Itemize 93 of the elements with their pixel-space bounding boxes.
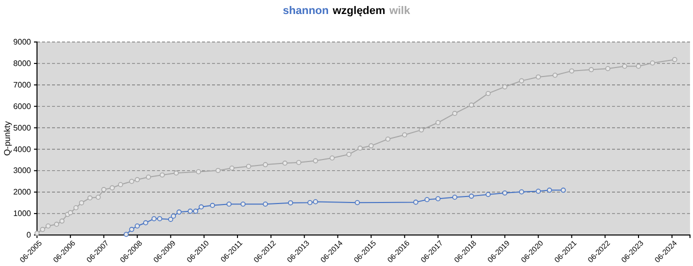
point bbox=[519, 78, 524, 84]
chart-title: względem bbox=[332, 5, 386, 17]
point bbox=[73, 205, 78, 210]
point bbox=[452, 194, 458, 200]
point bbox=[46, 223, 51, 228]
point bbox=[546, 188, 552, 193]
point bbox=[502, 190, 508, 196]
point bbox=[134, 177, 140, 182]
point bbox=[110, 185, 115, 190]
y-tick-label: 1000 bbox=[13, 209, 32, 218]
point bbox=[87, 195, 92, 200]
point bbox=[129, 226, 134, 232]
point bbox=[569, 68, 574, 74]
point bbox=[307, 200, 312, 206]
point bbox=[160, 172, 165, 178]
point bbox=[486, 192, 491, 197]
point bbox=[157, 216, 162, 222]
point bbox=[196, 169, 201, 174]
y-tick-label: 5000 bbox=[13, 123, 32, 132]
point bbox=[246, 164, 252, 169]
point bbox=[174, 170, 179, 176]
point bbox=[368, 143, 374, 148]
point bbox=[502, 84, 508, 90]
point bbox=[188, 208, 193, 214]
point bbox=[588, 67, 594, 72]
y-tick-label: 2000 bbox=[13, 188, 32, 197]
y-axis-title: Q-punkty bbox=[2, 120, 12, 156]
point bbox=[536, 74, 541, 80]
point bbox=[519, 189, 524, 194]
y-tick-label: 3000 bbox=[13, 166, 32, 176]
point bbox=[622, 64, 628, 69]
point bbox=[358, 146, 363, 151]
text: shannon bbox=[282, 5, 330, 17]
point bbox=[402, 132, 408, 138]
point bbox=[216, 168, 221, 173]
point bbox=[68, 210, 73, 216]
point bbox=[210, 202, 215, 208]
point bbox=[282, 160, 288, 166]
point bbox=[672, 57, 678, 62]
point bbox=[436, 196, 441, 202]
point bbox=[34, 230, 40, 236]
y-tick-label: 6000 bbox=[13, 102, 32, 111]
point bbox=[170, 214, 176, 219]
point bbox=[96, 194, 101, 200]
point bbox=[198, 204, 204, 210]
point bbox=[40, 226, 46, 232]
point bbox=[354, 200, 360, 206]
text: wilk bbox=[388, 5, 411, 17]
point bbox=[146, 174, 151, 180]
point bbox=[536, 188, 541, 194]
point bbox=[560, 188, 566, 193]
point bbox=[129, 178, 134, 184]
point bbox=[346, 152, 352, 157]
point bbox=[436, 120, 441, 126]
point bbox=[101, 187, 106, 192]
point bbox=[418, 127, 424, 132]
point bbox=[486, 90, 491, 96]
point bbox=[636, 64, 641, 69]
point bbox=[385, 136, 390, 142]
point bbox=[452, 110, 458, 116]
point bbox=[143, 220, 148, 226]
y-tick-label: 9000 bbox=[13, 38, 32, 47]
point bbox=[552, 72, 558, 78]
point bbox=[650, 60, 655, 66]
point bbox=[468, 194, 474, 199]
point bbox=[468, 102, 474, 108]
y-tick-label: 4000 bbox=[13, 144, 32, 154]
point bbox=[79, 200, 84, 206]
point bbox=[262, 202, 268, 207]
point bbox=[168, 216, 174, 222]
point bbox=[262, 162, 268, 168]
point bbox=[226, 202, 232, 207]
point bbox=[413, 200, 418, 205]
point bbox=[134, 223, 140, 228]
point bbox=[152, 216, 157, 222]
point bbox=[605, 66, 610, 72]
point bbox=[176, 210, 182, 215]
point bbox=[313, 158, 318, 164]
point bbox=[330, 156, 335, 161]
point bbox=[296, 160, 302, 166]
point bbox=[59, 218, 64, 224]
point bbox=[288, 200, 294, 206]
point bbox=[313, 199, 318, 204]
point bbox=[54, 222, 60, 227]
point bbox=[229, 166, 234, 171]
point bbox=[124, 232, 129, 237]
y-tick-label: 0 bbox=[26, 230, 32, 240]
y-tick-label: 7000 bbox=[13, 80, 32, 90]
point bbox=[240, 202, 246, 207]
point bbox=[193, 208, 198, 214]
point bbox=[424, 197, 430, 202]
y-tick-label: 8000 bbox=[13, 59, 32, 68]
point bbox=[118, 182, 124, 188]
